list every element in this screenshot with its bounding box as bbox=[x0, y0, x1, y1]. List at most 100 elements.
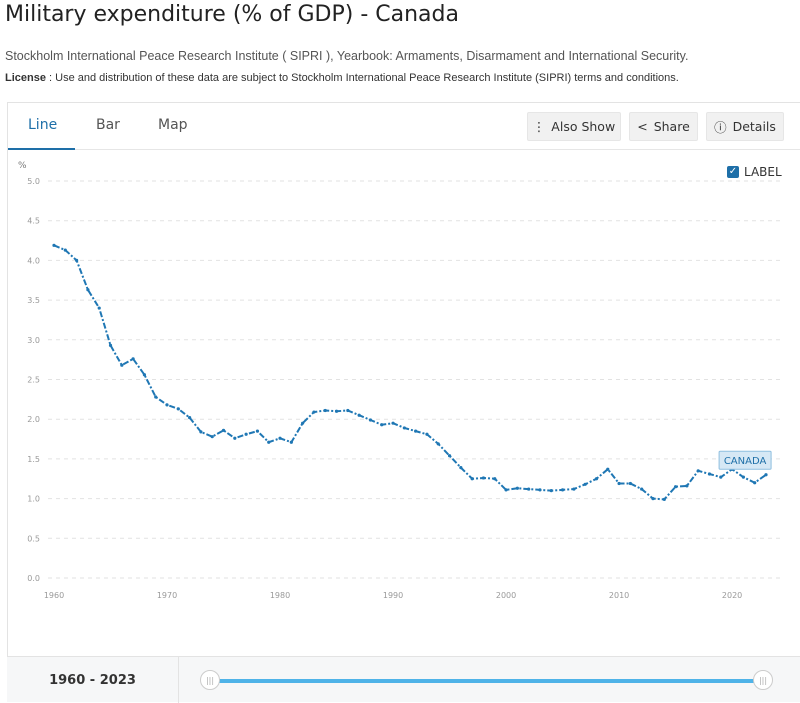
data-point bbox=[368, 418, 373, 422]
data-point bbox=[210, 435, 214, 439]
range-slider-start-handle[interactable]: ||| bbox=[200, 670, 220, 690]
data-point bbox=[289, 440, 293, 444]
y-tick-label: 4.5 bbox=[27, 217, 40, 226]
data-point bbox=[436, 442, 440, 446]
data-point bbox=[696, 469, 700, 473]
data-point bbox=[108, 343, 113, 347]
data-point bbox=[504, 488, 508, 492]
data-point bbox=[583, 482, 587, 486]
data-point bbox=[52, 243, 56, 247]
page-title: Military expenditure (% of GDP) - Canada bbox=[5, 2, 459, 27]
share-button[interactable]: < Share bbox=[629, 112, 698, 141]
data-point bbox=[481, 476, 486, 480]
data-point bbox=[165, 403, 169, 407]
data-point bbox=[244, 432, 248, 436]
data-point bbox=[278, 436, 282, 440]
data-point bbox=[267, 440, 271, 444]
share-label: Share bbox=[653, 119, 690, 134]
x-tick-label: 1980 bbox=[270, 591, 290, 600]
data-point bbox=[63, 248, 67, 252]
also-show-button[interactable]: ⋮ Also Show bbox=[527, 112, 621, 141]
data-point bbox=[493, 477, 497, 481]
x-tick-label: 1970 bbox=[157, 591, 177, 600]
data-point bbox=[357, 413, 361, 417]
data-point bbox=[764, 473, 768, 477]
data-point bbox=[651, 497, 655, 501]
y-axis-label: % bbox=[18, 161, 27, 171]
x-tick-label: 1990 bbox=[383, 591, 403, 600]
data-point bbox=[154, 395, 158, 399]
checkbox-checked-icon[interactable]: ✓ bbox=[727, 166, 739, 178]
data-point bbox=[594, 477, 599, 481]
data-point bbox=[142, 373, 147, 377]
label-toggle-text: LABEL bbox=[744, 165, 782, 179]
tab-bar: Line Bar Map ⋮ Also Show < Share ⓘ Details bbox=[8, 103, 800, 150]
data-point bbox=[97, 306, 101, 310]
source-text: Stockholm International Peace Research I… bbox=[5, 49, 689, 63]
data-point bbox=[741, 475, 745, 479]
data-point bbox=[685, 484, 689, 488]
data-point bbox=[673, 485, 678, 489]
y-tick-label: 5.0 bbox=[27, 177, 40, 186]
data-point bbox=[628, 481, 632, 486]
data-point bbox=[86, 288, 90, 292]
data-point bbox=[120, 363, 124, 367]
license-label: License bbox=[5, 72, 46, 84]
data-point bbox=[425, 432, 429, 436]
chart-card: Line Bar Map ⋮ Also Show < Share ⓘ Details bbox=[7, 102, 800, 702]
data-point bbox=[719, 475, 723, 479]
data-point bbox=[470, 477, 474, 481]
data-point bbox=[75, 258, 79, 262]
more-vertical-icon: ⋮ bbox=[532, 119, 546, 134]
series-label-box bbox=[718, 450, 772, 470]
data-point bbox=[233, 436, 237, 440]
data-point bbox=[199, 430, 203, 434]
data-point bbox=[640, 487, 644, 491]
info-icon: ⓘ bbox=[714, 120, 727, 135]
y-tick-label: 0.5 bbox=[27, 534, 40, 543]
y-tick-label: 0.0 bbox=[27, 574, 40, 583]
y-tick-label: 1.0 bbox=[27, 495, 40, 504]
data-point bbox=[334, 409, 339, 413]
data-point bbox=[560, 488, 565, 492]
data-point bbox=[459, 466, 463, 470]
x-tick-label: 1960 bbox=[44, 591, 64, 600]
range-slider-end-handle[interactable]: ||| bbox=[753, 670, 773, 690]
active-tab-indicator bbox=[8, 148, 75, 150]
data-point bbox=[391, 421, 395, 425]
data-point bbox=[402, 426, 406, 430]
details-button[interactable]: ⓘ Details bbox=[706, 112, 784, 141]
y-tick-label: 2.5 bbox=[27, 376, 40, 385]
data-point bbox=[188, 416, 192, 420]
y-tick-label: 1.5 bbox=[27, 455, 40, 464]
data-point bbox=[414, 429, 418, 433]
series-label-canada: CANADA bbox=[724, 456, 767, 467]
data-point bbox=[312, 410, 316, 414]
x-tick-label: 2000 bbox=[496, 591, 516, 600]
data-point bbox=[255, 429, 260, 433]
data-point bbox=[447, 454, 452, 458]
tab-line[interactable]: Line bbox=[28, 117, 58, 133]
data-point bbox=[527, 487, 531, 491]
year-range: 1960 - 2023 bbox=[7, 657, 179, 703]
tab-map[interactable]: Map bbox=[158, 117, 188, 133]
range-slider-track[interactable] bbox=[211, 679, 765, 683]
y-tick-label: 4.0 bbox=[27, 256, 40, 265]
x-tick-label: 2020 bbox=[722, 591, 742, 600]
data-point bbox=[346, 408, 350, 413]
license-text: License : Use and distribution of these … bbox=[5, 72, 797, 85]
data-point bbox=[617, 481, 621, 486]
label-toggle[interactable]: ✓ LABEL bbox=[727, 165, 782, 179]
x-tick-label: 2010 bbox=[609, 591, 629, 600]
y-tick-label: 3.5 bbox=[27, 296, 40, 305]
license-body: : Use and distribution of these data are… bbox=[45, 72, 679, 84]
data-point bbox=[707, 472, 712, 476]
data-point bbox=[662, 497, 666, 501]
series-line-canada bbox=[53, 244, 767, 501]
data-point bbox=[606, 467, 610, 471]
line-chart: % 0.0 0.5 1.0 1.5 2.0 2.5 3.0 3.5 4.0 4.5 5.0 1960 19… bbox=[18, 161, 780, 600]
data-point bbox=[753, 481, 757, 485]
share-icon: < bbox=[637, 119, 648, 134]
tab-bar-chart[interactable]: Bar bbox=[96, 117, 120, 133]
data-point bbox=[572, 487, 576, 491]
